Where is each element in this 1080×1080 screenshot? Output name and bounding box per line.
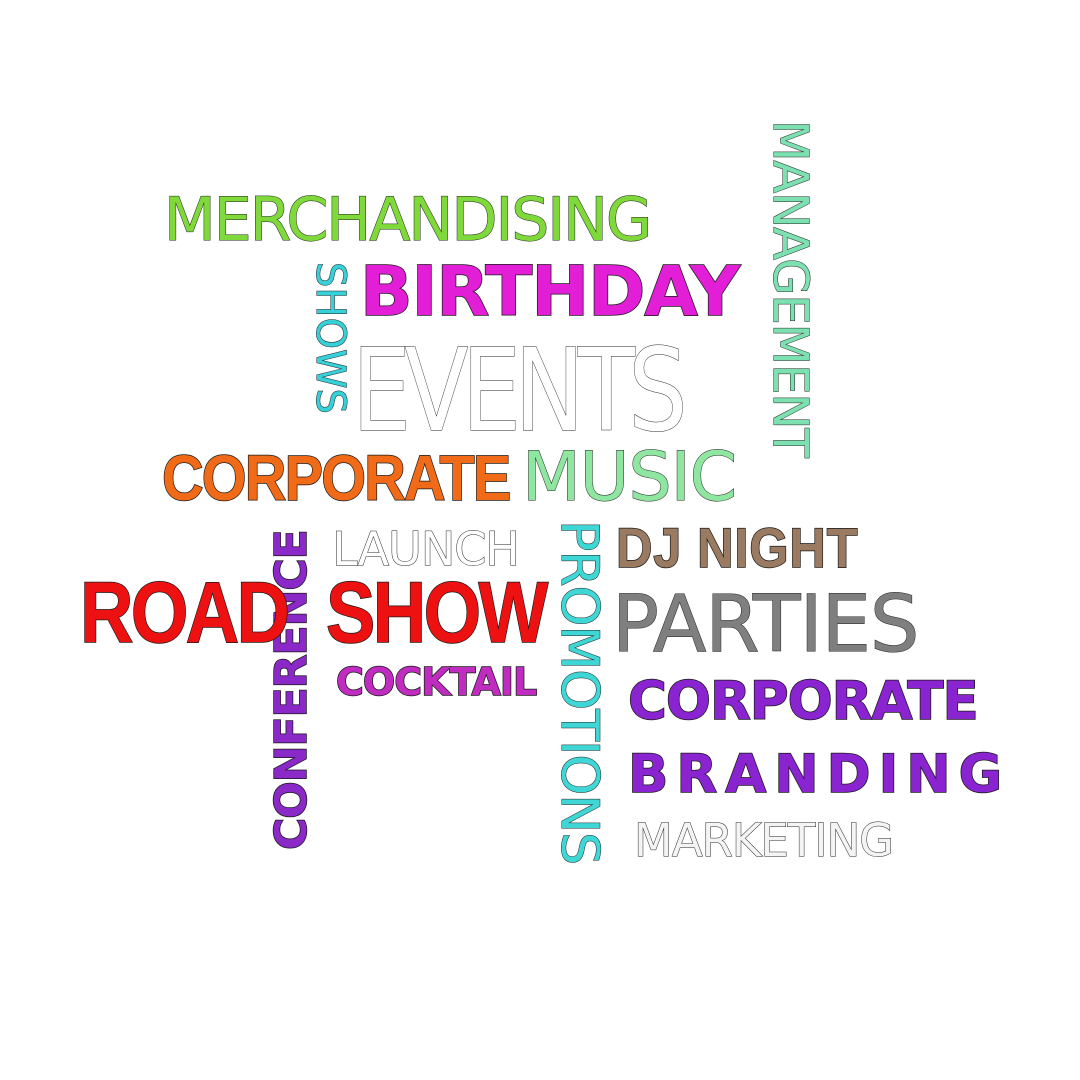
word-birthday: BIRTHDAY xyxy=(359,252,741,332)
word-road: ROAD xyxy=(79,565,290,661)
word-promotions: PROMOTIONS xyxy=(549,520,610,865)
word-merchandising: MERCHANDISING xyxy=(163,185,652,255)
word-events: EVENTS xyxy=(352,324,688,457)
word-corporate-orange: CORPORATE xyxy=(161,442,512,514)
word-management: MANAGEMENT xyxy=(762,120,819,458)
word-corporate-purple: CORPORATE xyxy=(627,671,979,732)
word-branding: BRANDING xyxy=(627,744,1011,805)
word-cocktail: COCKTAIL xyxy=(335,660,538,704)
word-music: MUSIC xyxy=(521,438,737,517)
word-show: SHOW xyxy=(325,565,549,661)
word-dj-night: DJ NIGHT xyxy=(615,516,859,579)
word-shows: SHOWS xyxy=(307,262,354,415)
word-launch: LAUNCH xyxy=(332,522,521,576)
word-parties: PARTIES xyxy=(611,580,919,670)
word-marketing: MARKETING xyxy=(633,814,894,867)
